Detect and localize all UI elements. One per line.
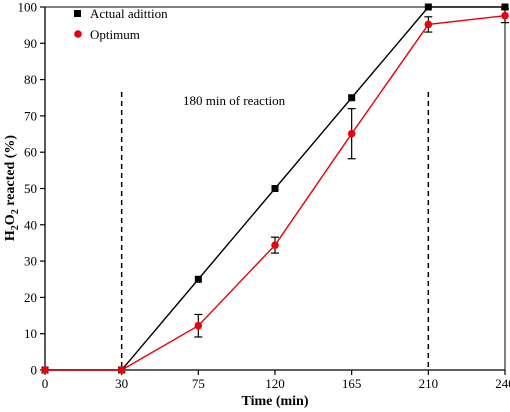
data-point-circle (271, 241, 279, 249)
legend-item-actual: Actual adittion (74, 6, 168, 21)
data-point-circle (41, 366, 49, 374)
data-point-circle (347, 129, 356, 138)
data-point-circle (117, 366, 126, 374)
x-tick-label: 120 (265, 376, 285, 391)
data-point-square (271, 185, 279, 192)
y-tick-label: 70 (24, 108, 37, 123)
data-point-square (424, 3, 432, 11)
y-axis-title: H2O2 reacted (%) (3, 135, 21, 241)
x-tick-label: 210 (419, 376, 439, 391)
y-tick-label: 0 (31, 363, 38, 378)
data-point-circle (501, 11, 509, 20)
series-layer (41, 3, 509, 374)
series-line (45, 15, 506, 371)
y-tick-label: 60 (24, 145, 37, 160)
legend-label-actual: Actual adittion (90, 6, 168, 21)
x-tick-label: 240 (495, 376, 510, 391)
data-point-circle (194, 321, 203, 330)
legend: Actual adittion Optimum (74, 6, 168, 42)
y-tick-label: 50 (24, 181, 37, 196)
y-tick-label: 10 (24, 326, 37, 341)
x-tick-label: 165 (342, 376, 362, 391)
axis-ticks: 0 30 75 120 165 210 240 0 10 20 30 40 50 60 70 80 90 100 (18, 0, 510, 391)
plot-area (120, 92, 430, 370)
y-tick-label: 40 (24, 217, 37, 232)
y-tick-label: 80 (24, 72, 37, 87)
y-tick-label: 90 (24, 36, 37, 51)
y-tick-label: 100 (18, 0, 38, 15)
data-point-square (348, 94, 356, 102)
series-0 (41, 3, 509, 374)
series-1 (41, 8, 509, 374)
legend-marker-circle (74, 30, 82, 38)
legend-item-optimum: Optimum (74, 27, 140, 42)
data-point-square (501, 3, 509, 11)
y-tick-label: 30 (24, 254, 37, 269)
legend-marker-square (74, 10, 81, 17)
y-tick-label: 20 (24, 290, 37, 305)
legend-label-optimum: Optimum (90, 27, 140, 42)
data-point-square (194, 275, 202, 283)
x-axis-title: Time (min) (241, 394, 308, 409)
x-tick-label: 0 (42, 376, 49, 391)
annotation-text: 180 min of reaction (183, 93, 286, 108)
x-tick-label: 75 (192, 376, 205, 391)
data-point-circle (424, 20, 433, 29)
x-tick-label: 30 (115, 376, 128, 391)
